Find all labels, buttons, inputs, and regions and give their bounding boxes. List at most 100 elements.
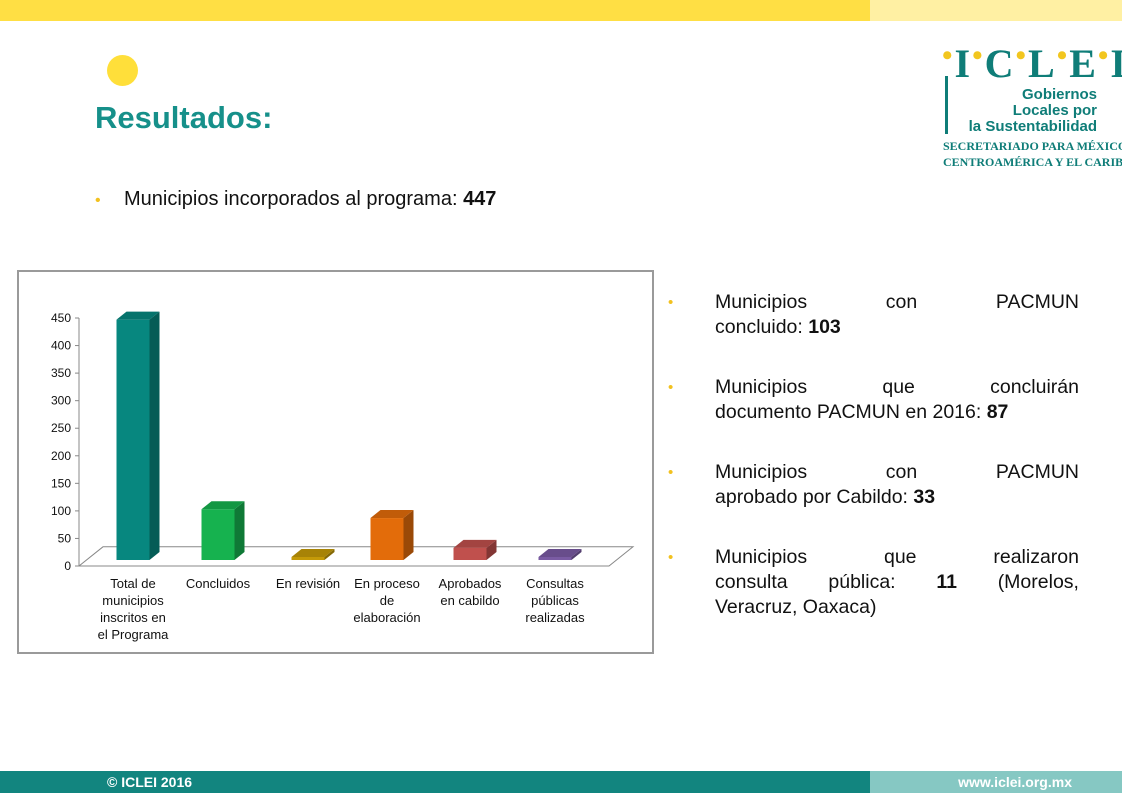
y-tick-label: 350: [51, 366, 71, 380]
result-value: 87: [986, 401, 1009, 423]
logo-bracket: [945, 76, 948, 134]
word: pública:: [828, 571, 896, 593]
bar-chart-frame: 0 50 100 150 200 250 300 350 400 450 Total de munic…: [17, 270, 654, 654]
result-item-cabildo: • Municipios con PACMUN aprobado por Cabil…: [668, 460, 1079, 510]
bar-top: [453, 539, 497, 548]
x-tick-label: de: [380, 593, 394, 608]
bar-side: [324, 549, 335, 560]
word: con: [885, 461, 918, 483]
word: PACMUN: [995, 291, 1079, 313]
x-tick-label: el Programa: [98, 627, 170, 642]
results-list: • Municipios con PACMUN concluido: 103 • M…: [668, 290, 1079, 655]
word: Veracruz, Oaxaca): [715, 596, 877, 618]
x-tick-label: Concluidos: [186, 576, 251, 591]
y-tick-label: 50: [58, 531, 72, 545]
bar-side: [571, 549, 582, 560]
website-link[interactable]: www.iclei.org.mx: [958, 774, 1072, 790]
word: que: [883, 546, 917, 568]
y-tick-label: 150: [51, 476, 71, 490]
y-tick-label: 250: [51, 421, 71, 435]
iclei-logo: •I•C•L•E•I Gobiernos Locales por la Sust…: [935, 39, 1122, 175]
word: Municipios: [715, 291, 808, 313]
result-label: documento PACMUN en 2016:: [715, 401, 987, 423]
result-value: 11: [936, 571, 957, 593]
result-line: aprobado por Cabildo: 33: [715, 485, 1079, 510]
result-value: 103: [808, 316, 841, 338]
x-tick-label: En proceso: [354, 576, 420, 591]
bar-top: [370, 510, 414, 519]
top-accent-bar: [0, 0, 870, 21]
logo-subtitle-line: CENTROAMÉRICA Y EL CARIBE: [943, 155, 1122, 169]
y-tick-label: 400: [51, 339, 71, 353]
bullet-icon: •: [668, 549, 674, 566]
page-title: Resultados:: [95, 100, 273, 135]
bottom-bar-end: [870, 771, 1122, 793]
y-tick-label: 450: [51, 311, 71, 325]
result-line: Municipios con PACMUN: [715, 460, 1079, 485]
word: PACMUN: [995, 461, 1079, 483]
summary-label: Municipios incorporados al programa:: [124, 188, 464, 210]
word: Municipios: [715, 546, 808, 568]
bar-side: [403, 510, 414, 560]
yellow-dot-decoration: [107, 55, 138, 86]
result-label: aprobado por Cabildo:: [715, 486, 914, 508]
word: concluirán: [990, 376, 1079, 398]
copyright-text: © ICLEI 2016: [107, 774, 193, 790]
y-tick-label: 0: [64, 559, 71, 573]
x-tick-label: en cabildo: [440, 593, 499, 608]
result-line: Veracruz, Oaxaca): [715, 595, 1079, 620]
logo-subtitle-line: SECRETARIADO PARA MÉXICO,: [943, 139, 1122, 153]
x-tick-label: realizadas: [525, 610, 585, 625]
bar: [370, 518, 404, 560]
result-line: Municipios que concluirán: [715, 375, 1079, 400]
x-tick-label: Consultas: [526, 576, 584, 591]
bar: [453, 547, 487, 560]
bar: [538, 557, 572, 560]
result-line: Municipios con PACMUN: [715, 290, 1079, 315]
result-line: Municipios que realizaron: [715, 545, 1079, 570]
x-tick-label: municipios: [102, 593, 164, 608]
x-tick-label: elaboración: [353, 610, 420, 625]
logo-subtitle: SECRETARIADO PARA MÉXICO, CENTROAMÉRICA …: [943, 138, 1122, 170]
x-tick-label: Total de: [110, 576, 156, 591]
result-label: concluido:: [715, 316, 809, 338]
y-tick-label: 300: [51, 394, 71, 408]
bar-side: [234, 501, 245, 560]
logo-wordmark: •I•C•L•E•I: [942, 39, 1122, 86]
bar-top: [538, 549, 582, 557]
result-item-2016: • Municipios que concluirán documento PACM…: [668, 375, 1079, 425]
bar-top: [291, 549, 335, 557]
result-value: 33: [913, 486, 936, 508]
summary-value: 447: [463, 188, 497, 210]
logo-tagline: Gobiernos Locales por la Sustentabilidad: [969, 87, 1097, 135]
x-tick-label: públicas: [531, 593, 579, 608]
result-item-concluded: • Municipios con PACMUN concluido: 103: [668, 290, 1079, 340]
logo-tagline-line: la Sustentabilidad: [968, 118, 1097, 135]
result-line: documento PACMUN en 2016: 87: [715, 400, 1079, 425]
bar: [201, 509, 235, 560]
word: que: [882, 376, 915, 398]
bar: [291, 557, 325, 560]
result-item-consulta: • Municipios que realizaron consulta públic…: [668, 545, 1079, 620]
result-line: concluido: 103: [715, 315, 1079, 340]
bar: [116, 319, 150, 560]
x-tick-label: En revisión: [276, 576, 340, 591]
bar-top: [116, 311, 160, 320]
word: consulta: [715, 571, 788, 593]
bullet-icon: •: [668, 464, 674, 481]
word: (Morelos,: [997, 571, 1079, 593]
bullet-icon: •: [668, 294, 674, 311]
bar-chart: 0 50 100 150 200 250 300 350 400 450 Total de munic…: [51, 311, 635, 642]
bar-top: [201, 501, 245, 510]
x-tick-label: inscritos en: [100, 610, 166, 625]
word: Municipios: [715, 461, 808, 483]
logo-tagline-line: Locales por: [1012, 102, 1097, 119]
bullet-icon: •: [668, 379, 674, 396]
logo-tagline-line: Gobiernos: [1021, 86, 1097, 103]
bar-side: [486, 539, 497, 560]
bottom-bar: [0, 771, 870, 793]
bullet-icon: •: [95, 192, 101, 209]
result-line: consulta pública: 11 (Morelos,: [715, 570, 1079, 595]
summary-bullet: • Municipios incorporados al programa: 44…: [95, 188, 496, 211]
bar-side: [149, 311, 160, 560]
